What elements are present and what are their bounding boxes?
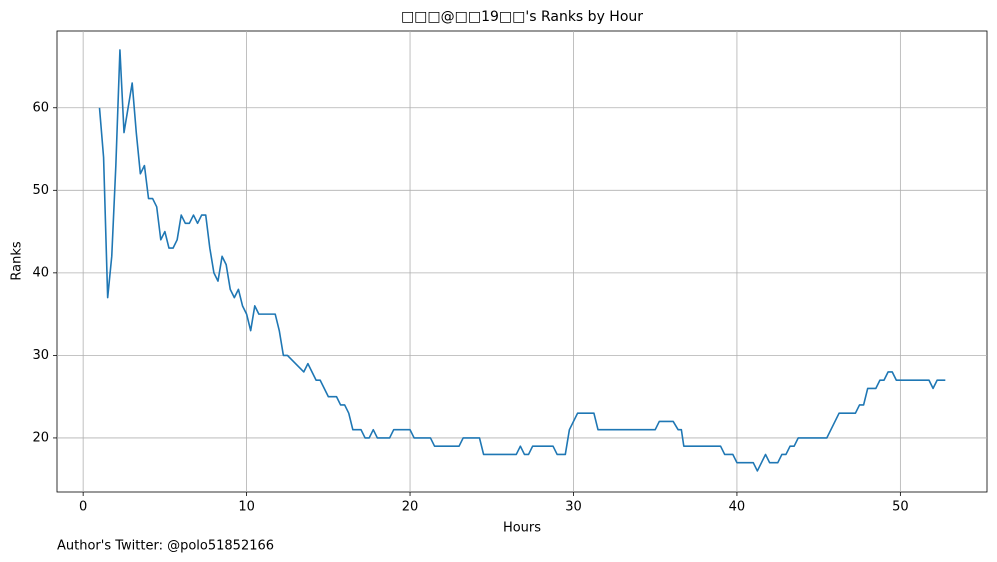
x-tick-label: 10 xyxy=(238,500,255,515)
x-tick-label: 50 xyxy=(892,500,909,515)
y-tick-label: 40 xyxy=(32,265,49,280)
rank-line xyxy=(98,49,946,472)
plot-frame xyxy=(56,30,988,493)
x-axis-label: Hours xyxy=(503,521,541,536)
y-tick-label: 60 xyxy=(32,100,49,115)
footnote: Author's Twitter: @polo51852166 xyxy=(57,539,274,554)
y-axis-label: Ranks xyxy=(10,241,25,280)
y-tick-label: 30 xyxy=(32,348,49,363)
x-tick-label: 20 xyxy=(402,500,419,515)
x-tick-label: 30 xyxy=(565,500,582,515)
y-tick-label: 20 xyxy=(32,430,49,445)
x-tick-label: 40 xyxy=(729,500,746,515)
x-tick-label: 0 xyxy=(79,500,87,515)
chart-title: □□□@□□19□□'s Ranks by Hour xyxy=(401,9,643,25)
y-tick-label: 50 xyxy=(32,183,49,198)
